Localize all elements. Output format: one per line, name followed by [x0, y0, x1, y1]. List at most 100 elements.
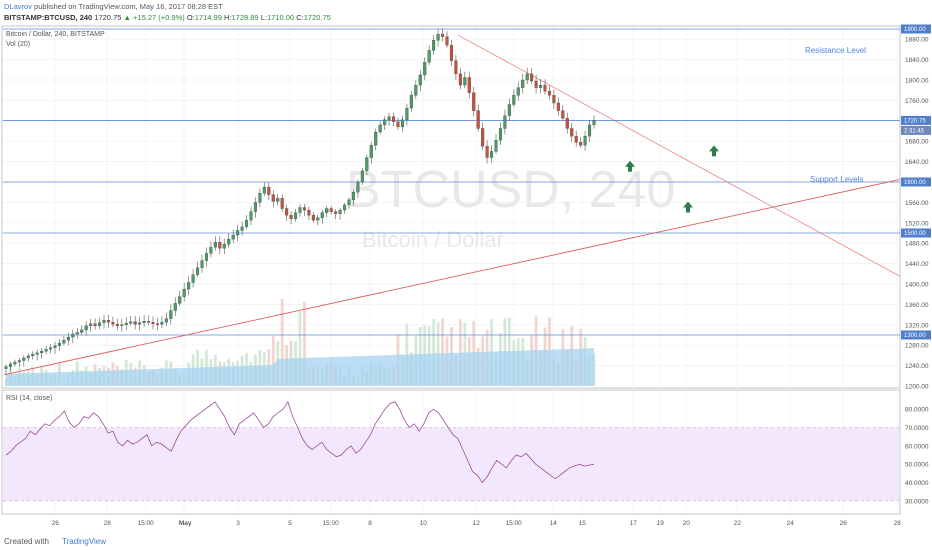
candle-body: [374, 131, 378, 146]
candle-body: [405, 107, 409, 120]
time-tick-label: 20: [683, 520, 691, 527]
candle-body: [414, 84, 418, 96]
candle-body: [209, 247, 213, 254]
rsi-tick-label: 30.0000: [905, 498, 929, 505]
price-tick-label: 1800.00: [905, 78, 929, 85]
low-value: 1710.00: [266, 13, 295, 22]
candle-body: [289, 214, 293, 219]
candle-body: [89, 323, 93, 326]
candle-body: [454, 60, 458, 75]
candle-body: [84, 325, 88, 331]
candle-body: [338, 209, 342, 214]
candle-body: [285, 208, 289, 216]
price-tick-label: 1480.00: [905, 241, 929, 248]
rsi-tick-label: 40.0000: [905, 480, 929, 487]
candle-body: [356, 181, 360, 193]
volume-bar: [271, 336, 275, 386]
candle-body: [325, 208, 329, 213]
candle-body: [276, 198, 280, 202]
volume-bar: [441, 318, 444, 386]
candle-body: [227, 238, 231, 245]
volume-label: Vol (20): [6, 41, 30, 48]
price-tick-label: 1640.00: [905, 159, 929, 166]
price-tick-label: 1280.00: [905, 343, 929, 350]
candle-body: [472, 92, 476, 111]
candle-body: [200, 260, 204, 268]
candle-body: [316, 217, 320, 221]
volume-bar: [298, 311, 302, 386]
candle-body: [387, 116, 391, 120]
candle-body: [396, 121, 400, 128]
arrow-up-icon: [625, 160, 635, 172]
candle-body: [365, 157, 369, 171]
candle-body: [423, 62, 427, 76]
candle-body: [204, 253, 208, 261]
candle-body: [53, 345, 57, 348]
time-tick-label: 10: [420, 520, 428, 527]
candle-body: [138, 322, 142, 325]
price-tick-label: 1400.00: [905, 282, 929, 289]
time-tick-label: 15: [579, 520, 587, 527]
candle-body: [445, 36, 449, 46]
price-badge: [901, 330, 931, 340]
arrow-up-icon: ▲: [123, 13, 131, 22]
arrows-layer[interactable]: [625, 145, 719, 213]
arrow-up-icon: [709, 145, 719, 157]
price-badge-label: 1900.00: [904, 27, 926, 33]
low-label: L:: [260, 13, 267, 22]
candle-body: [35, 352, 39, 355]
price-tick-label: 1360.00: [905, 302, 929, 309]
candle-body: [249, 211, 253, 221]
time-tick-label: 19: [657, 520, 665, 527]
time-tick-label: 22: [734, 520, 742, 527]
price-badge: [901, 125, 931, 135]
candle-body: [280, 198, 284, 209]
time-tick-label: 15:00: [138, 520, 155, 527]
candle-body: [476, 110, 480, 129]
candle-body: [547, 91, 551, 96]
candle-body: [213, 242, 217, 248]
resistance-annotation[interactable]: Resistance Level: [805, 46, 866, 55]
time-axis[interactable]: 26 28 15:00 May 3 5 15:00 8 10 12 15:00 14 15 17 19 20 2…: [52, 520, 902, 527]
support-annotation[interactable]: Support Levels: [810, 175, 863, 184]
price-badge: [901, 177, 931, 187]
arrow-up-icon: [683, 201, 693, 213]
candle-body: [400, 119, 404, 128]
candle-body: [75, 332, 79, 335]
price-axis[interactable]: 1880.001840.001800.001760.001720.001680.…: [901, 24, 931, 391]
candle-body: [133, 321, 137, 325]
time-tick-label: 5: [288, 520, 292, 527]
close-label: C:: [296, 13, 304, 22]
tradingview-brand[interactable]: TradingView: [62, 537, 107, 546]
candle-body: [392, 116, 396, 122]
time-tick-label: 8: [368, 520, 372, 527]
price-tick-label: 1320.00: [905, 322, 929, 329]
level-lines[interactable]: [3, 28, 900, 336]
candle-body: [302, 207, 306, 211]
high-value: 1728.89: [231, 13, 259, 22]
rsi-axis[interactable]: 80.0000 70.0000 60.0000 50.0000 40.0000 30.00…: [905, 407, 929, 506]
candle-body: [347, 199, 351, 206]
candle-body: [26, 355, 30, 359]
rsi-tick-label: 80.0000: [905, 407, 929, 414]
candle-body: [570, 128, 574, 137]
candle-body: [111, 322, 115, 325]
candle-body: [44, 349, 48, 352]
volume-bar: [432, 319, 436, 386]
candle-body: [258, 193, 262, 203]
volume-bar: [303, 302, 306, 386]
candle-body: [102, 320, 106, 323]
candle-body: [583, 135, 587, 146]
support-trend-line: [3, 179, 901, 376]
candle-body: [409, 95, 413, 109]
candle-body: [427, 50, 431, 63]
candle-body: [245, 220, 249, 228]
chart-header: DLavrov published on TradingView.com, Ma…: [0, 0, 932, 24]
candle-body: [71, 333, 75, 338]
price-tick-label: 1240.00: [905, 363, 929, 370]
author-link[interactable]: DLavrov: [4, 2, 32, 11]
candle-body: [552, 95, 556, 104]
candle-body: [503, 115, 507, 129]
price-tick-label: 1200.00: [905, 384, 929, 391]
